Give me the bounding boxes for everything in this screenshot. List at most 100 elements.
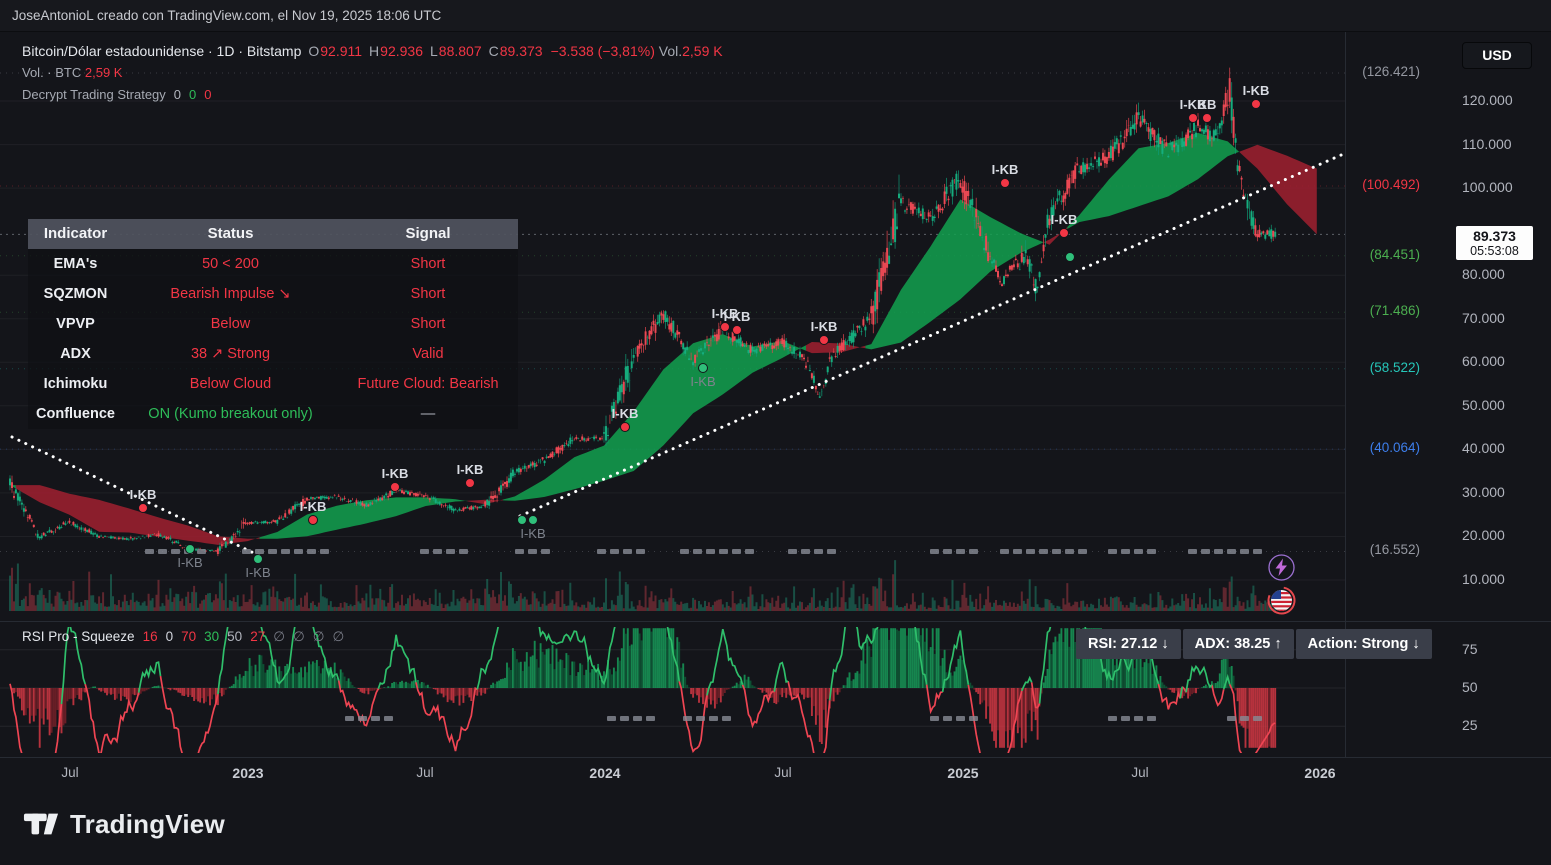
rsi-legend: RSI Pro - Squeeze 16 0 70 30 50 27 ∅ ∅ ∅ ∅ (22, 629, 344, 645)
indicator-status: Below Cloud (189, 376, 272, 392)
indicator-signal: Future Cloud: Bearish (357, 376, 499, 392)
ohlc-key: H (369, 43, 380, 59)
strategy-value: 0 (173, 87, 182, 102)
rsi-param-value: 30 (204, 629, 220, 644)
ohlc-values: O92.911 H92.936 L88.807 C89.373 (301, 43, 542, 59)
indicator-status: Bearish Impulse ↘ (170, 286, 291, 302)
us-flag-icon[interactable] (1267, 586, 1296, 615)
rsi-param-value: ∅ (332, 629, 345, 644)
time-axis-label: 2025 (947, 765, 979, 781)
strategy-value: 0 (204, 87, 212, 102)
table-header-signal: Signal (405, 225, 451, 242)
indicator-name: SQZMON (43, 286, 108, 302)
rsi-status-badges: RSI: 27.12 ↓ ADX: 38.25 ↑ Action: Strong ↓ (1076, 629, 1432, 659)
last-price-label: 89.373 05:53:08 (1456, 226, 1533, 260)
strategy-label[interactable]: Decrypt Trading Strategy (22, 87, 166, 102)
legend-line-3: Decrypt Trading Strategy 0 0 0 (22, 84, 723, 106)
rsi-indicator-values: 16 0 70 30 50 27 ∅ ∅ ∅ ∅ (135, 629, 345, 644)
svg-text:I-KB: I-KB (457, 462, 484, 477)
svg-text:I-KB: I-KB (712, 306, 739, 321)
svg-text:I-KB: I-KB (177, 555, 202, 570)
indicator-status-table: Indicator Status Signal EMA's 50 < 200 Short… (28, 219, 518, 429)
rsi-param-value: 50 (227, 629, 243, 644)
ohlc-value: 92.911 (320, 43, 363, 59)
indicator-row-sqzmon: SQZMON Bearish Impulse ↘ Short (28, 279, 518, 309)
svg-text:I-KB: I-KB (300, 499, 327, 514)
indicator-name: EMA's (53, 256, 98, 272)
symbol-legend: Bitcoin/Dólar estadounidense · 1D · Bits… (22, 40, 723, 106)
rsi-status-badge: RSI: 27.12 ↓ (1076, 629, 1181, 659)
svg-text:I-KB: I-KB (1180, 97, 1207, 112)
table-header-indicator: Indicator (43, 225, 108, 242)
indicator-table-body: EMA's 50 < 200 Short SQZMON Bearish Impulse … (28, 249, 518, 429)
indicator-name: VPVP (56, 316, 95, 332)
rsi-status-badge: ADX: 38.25 ↑ (1182, 629, 1294, 659)
indicator-row-confluence: Confluence ON (Kumo breakout only) — (28, 399, 518, 429)
tradingview-wordmark: TradingView (70, 808, 225, 839)
legend-line-1: Bitcoin/Dólar estadounidense · 1D · Bits… (22, 40, 723, 62)
svg-text:I-KB: I-KB (724, 309, 751, 324)
strategy-value: 0 (189, 87, 197, 102)
indicator-name: Confluence (36, 406, 115, 422)
indicator-row-ema-s: EMA's 50 < 200 Short (28, 249, 518, 279)
attribution-text: JoseAntonioL creado con TradingView.com,… (12, 8, 442, 23)
ohlc-key: L (429, 43, 438, 59)
time-axis-label: Jul (1131, 765, 1149, 780)
svg-text:I-KB: I-KB (520, 526, 545, 541)
time-axis-label: Jul (61, 765, 79, 780)
indicator-signal: Short (410, 286, 446, 302)
rsi-param-value: 0 (165, 629, 174, 644)
rsi-param-value: 16 (142, 629, 158, 644)
attribution-bar: JoseAntonioL creado con TradingView.com,… (0, 0, 1551, 32)
vol-indicator-value: 2,59 K (84, 65, 123, 80)
time-axis[interactable]: Jul 2023 Jul 2024 Jul 2025 Jul 2026 (0, 757, 1345, 787)
rsi-status-badge: Action: Strong ↓ (1295, 629, 1432, 659)
vol-indicator-label[interactable]: Vol. · BTC (22, 65, 82, 80)
currency-toggle-button[interactable]: USD (1462, 42, 1532, 69)
indicator-status: ON (Kumo breakout only) (148, 406, 313, 422)
indicator-status: 38 ↗ Strong (190, 346, 271, 362)
legend-line-2: Vol. · BTC 2,59 K (22, 62, 723, 84)
rsi-param-value: 70 (181, 629, 197, 644)
rsi-indicator-title[interactable]: RSI Pro - Squeeze (22, 629, 135, 644)
ohlc-value: 89.373 (499, 43, 543, 59)
ohlc-key: C (488, 43, 499, 59)
symbol-title[interactable]: Bitcoin/Dólar estadounidense · 1D · Bits… (22, 43, 302, 59)
time-axis-label: 2023 (232, 765, 264, 781)
bar-countdown: 05:53:08 (1470, 244, 1519, 258)
indicator-name: ADX (60, 346, 91, 362)
indicator-row-adx: ADX 38 ↗ Strong Valid (28, 339, 518, 369)
svg-text:I-KB: I-KB (382, 466, 409, 481)
svg-text:I-KB: I-KB (1051, 212, 1078, 227)
rsi-param-value: 27 (250, 629, 266, 644)
indicator-signal: Short (410, 316, 446, 332)
lightning-icon[interactable] (1267, 553, 1296, 582)
ohlc-value: 88.807 (438, 43, 482, 59)
indicator-status: 50 < 200 (202, 256, 259, 272)
volume-value: 2,59 K (682, 43, 723, 59)
volume-label: Vol. (658, 43, 683, 59)
indicator-row-vpvp: VPVP Below Short (28, 309, 518, 339)
svg-text:I-KB: I-KB (612, 406, 639, 421)
indicator-signal: Valid (412, 346, 444, 362)
indicator-signal: Short (410, 256, 446, 272)
last-price-value: 89.373 (1473, 228, 1516, 244)
tradingview-logo[interactable]: TradingView (22, 806, 225, 842)
svg-text:I-KB: I-KB (811, 319, 838, 334)
svg-text:I-KB: I-KB (992, 162, 1019, 177)
indicator-status: Below (210, 316, 251, 332)
table-header-status: Status (207, 225, 254, 242)
svg-text:KB: KB (1198, 97, 1217, 112)
ohlc-value: 92.936 (380, 43, 423, 59)
svg-text:I-KB: I-KB (690, 374, 715, 389)
indicator-name: Ichimoku (43, 376, 108, 392)
svg-text:I-KB: I-KB (245, 565, 270, 580)
tradingview-mark-icon (23, 813, 59, 835)
change-value: −3.538 (−3,81%) (550, 43, 655, 59)
indicator-table-header: Indicator Status Signal (28, 219, 518, 249)
rsi-param-value: ∅ (273, 629, 285, 644)
time-axis-label: 2024 (589, 765, 621, 781)
